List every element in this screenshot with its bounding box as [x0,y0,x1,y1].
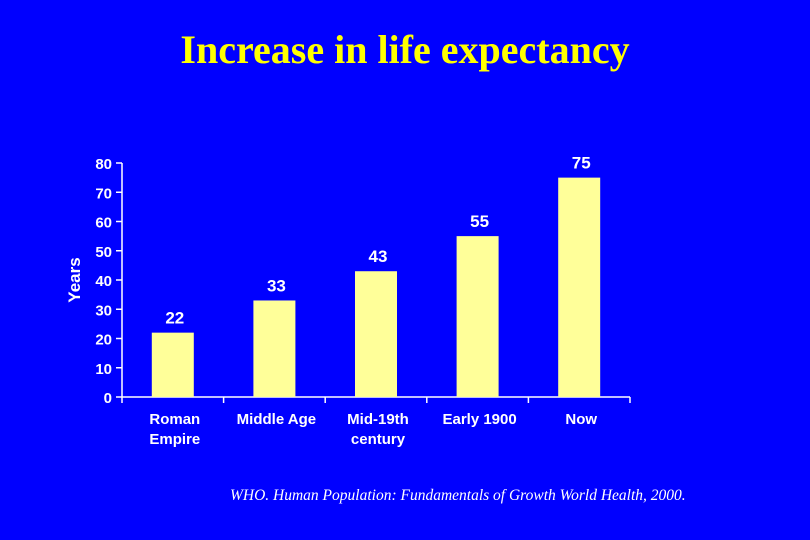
chart-title: Increase in life expectancy [180,27,630,72]
y-tick-label: 20 [95,332,112,349]
y-tick-label: 10 [95,361,112,378]
y-tick-label: 50 [95,244,112,261]
data-label: 22 [165,309,184,328]
data-label: 75 [572,154,591,173]
bar [355,271,397,397]
y-tick-label: 60 [95,215,112,232]
bar [456,236,499,397]
y-tick-label: 70 [95,185,112,202]
y-tick-label: 40 [95,273,112,290]
bar [151,332,194,397]
bar [558,177,601,397]
y-tick-label: 30 [95,302,112,319]
x-tick-label: Empire [149,431,200,448]
x-tick-label: Now [565,411,597,428]
bar [253,300,296,397]
y-tick-label: 80 [95,156,112,173]
chart-axes: 0 10 20 30 40 50 60 70 80 Years [65,156,631,407]
chart-labels: 22 Roman Empire 33 Middle Age 43 Mid-19th centu… [149,154,597,448]
data-label: 43 [369,247,388,266]
x-tick-label: century [351,431,406,448]
x-tick-label: Early 1900 [442,411,516,428]
x-tick-label: Mid-19th [347,411,409,428]
y-tick-label: 0 [104,390,112,407]
citation: WHO. Human Population: Fundamentals of G… [230,487,686,504]
data-label: 55 [470,212,489,231]
x-tick-label: Middle Age [237,411,316,428]
chart-bars [151,177,601,397]
x-tick-label: Roman [149,411,200,428]
y-axis-label: Years [65,257,84,302]
data-label: 33 [267,276,286,295]
